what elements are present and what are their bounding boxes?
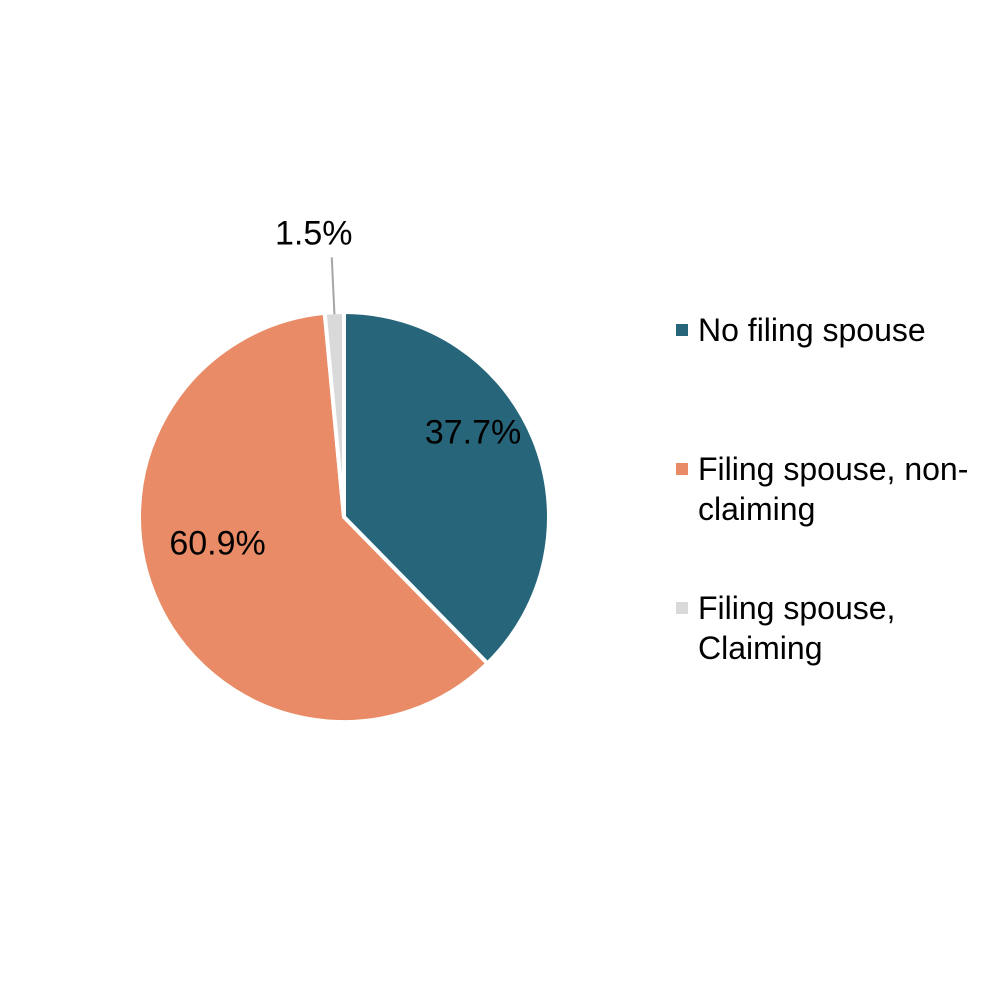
data-label: 60.9% — [169, 525, 265, 563]
legend-label: No filing spouse — [698, 312, 926, 348]
legend-label: Filing spouse, Claiming — [698, 590, 896, 666]
legend-swatch — [676, 463, 688, 475]
legend-item: Filing spouse, Claiming — [676, 588, 983, 668]
leader-line — [330, 257, 336, 315]
pie-slice — [342, 310, 551, 666]
legend-item: Filing spouse, non-claiming — [676, 449, 983, 529]
data-label: 37.7% — [425, 413, 521, 451]
legend-item: No filing spouse — [676, 310, 983, 350]
legend-swatch — [676, 324, 688, 336]
legend-label: Filing spouse, non-claiming — [698, 451, 969, 527]
legend-swatch — [676, 602, 688, 614]
data-label: 1.5% — [275, 214, 353, 252]
pie-slice — [137, 310, 490, 724]
